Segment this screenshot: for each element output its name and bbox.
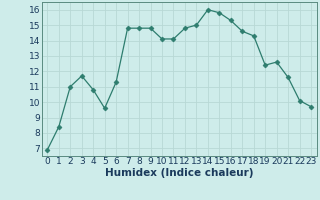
X-axis label: Humidex (Indice chaleur): Humidex (Indice chaleur) — [105, 168, 253, 178]
